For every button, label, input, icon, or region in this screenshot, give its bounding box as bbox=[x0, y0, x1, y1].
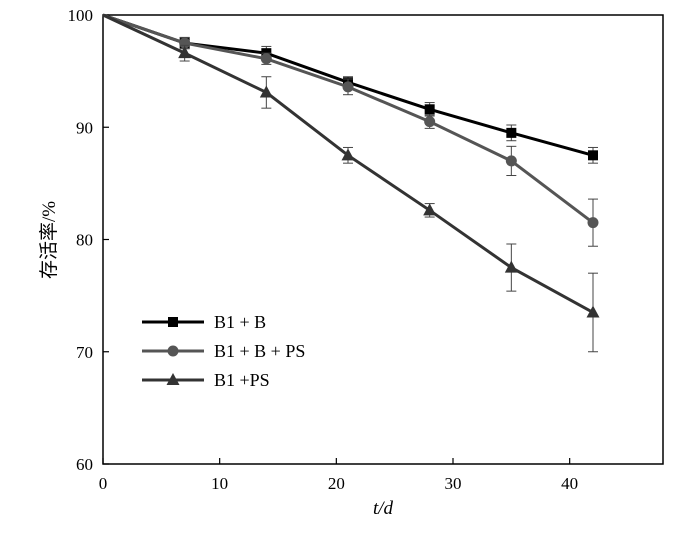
series-line bbox=[102, 13, 594, 314]
data-point bbox=[587, 217, 599, 229]
series-3 bbox=[102, 13, 600, 353]
series-layer bbox=[102, 13, 600, 353]
data-point bbox=[504, 260, 518, 273]
legend: B1 + B B1 + B + PS B1 +PS bbox=[142, 312, 305, 390]
legend-swatch-marker bbox=[168, 317, 178, 327]
legend-label: B1 + B + PS bbox=[214, 341, 305, 361]
data-point bbox=[506, 127, 517, 138]
y-tick-label: 100 bbox=[68, 6, 94, 25]
data-point bbox=[424, 104, 435, 115]
series-2 bbox=[102, 13, 599, 247]
x-tick-label: 0 bbox=[99, 474, 108, 493]
data-point bbox=[259, 85, 273, 98]
legend-item-3: B1 +PS bbox=[142, 370, 270, 390]
legend-label: B1 +PS bbox=[214, 370, 270, 390]
legend-label: B1 + B bbox=[214, 312, 266, 332]
data-point bbox=[179, 37, 191, 49]
y-tick-label: 60 bbox=[76, 455, 93, 474]
legend-item-1: B1 + B bbox=[142, 312, 266, 332]
data-point bbox=[178, 46, 192, 59]
y-tick-label: 90 bbox=[76, 118, 93, 137]
data-point bbox=[586, 305, 600, 318]
x-tick-label: 30 bbox=[445, 474, 462, 493]
series-line bbox=[102, 13, 594, 224]
legend-swatch-marker bbox=[166, 373, 180, 385]
data-point bbox=[588, 150, 598, 161]
y-tick-label: 80 bbox=[76, 231, 93, 250]
legend-item-2: B1 + B + PS bbox=[142, 341, 305, 361]
x-axis-title: t/d bbox=[373, 498, 394, 519]
data-point bbox=[424, 116, 436, 128]
x-tick-label: 20 bbox=[328, 474, 345, 493]
x-tick-label: 40 bbox=[561, 474, 578, 493]
data-point bbox=[260, 53, 272, 65]
data-point bbox=[341, 148, 355, 161]
data-point bbox=[342, 81, 354, 93]
data-point bbox=[505, 155, 517, 167]
y-tick-label: 70 bbox=[76, 343, 93, 362]
plot-frame bbox=[102, 14, 664, 465]
legend-swatch-marker bbox=[167, 345, 179, 357]
data-point bbox=[423, 203, 437, 216]
y-axis-title: 存活率/% bbox=[38, 201, 60, 279]
x-tick-label: 10 bbox=[211, 474, 228, 493]
